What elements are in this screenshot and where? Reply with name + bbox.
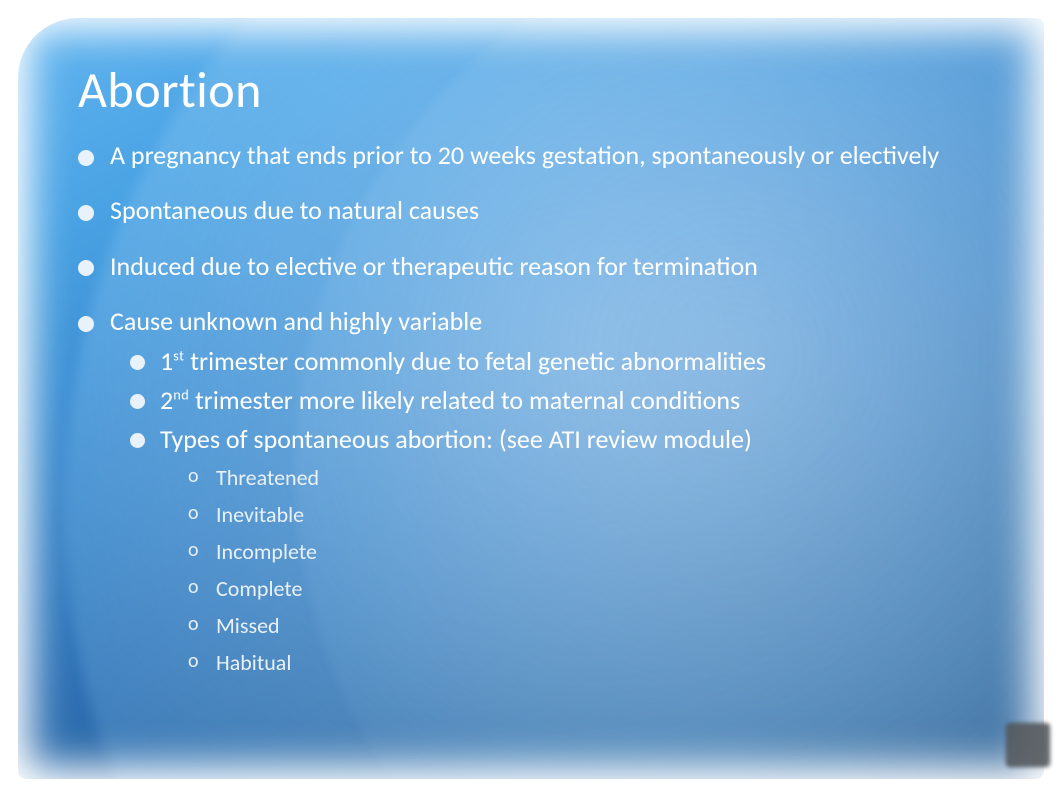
slide-canvas: Abortion A pregnancy that ends prior to … bbox=[0, 0, 1062, 797]
bullet-item: Cause unknown and highly variable 1st tr… bbox=[78, 305, 1004, 680]
bullet-text: Spontaneous due to natural causes bbox=[110, 194, 479, 226]
sub-bullet-item: 1st trimester commonly due to fetal gene… bbox=[130, 344, 1004, 379]
bullet-list-level1: A pregnancy that ends prior to 20 weeks … bbox=[78, 139, 1004, 679]
bullet-list-level2: 1st trimester commonly due to fetal gene… bbox=[130, 344, 1004, 679]
subsub-bullet-text: Habitual bbox=[216, 649, 291, 676]
bullet-item: Induced due to elective or therapeutic r… bbox=[78, 250, 1004, 283]
bullet-list-level3: Threatened Inevitable Incomplete Complet… bbox=[188, 461, 1004, 679]
sub-bullet-text: 1st trimester commonly due to fetal gene… bbox=[160, 345, 766, 377]
subsub-bullet-item: Missed bbox=[188, 609, 1004, 642]
sub-bullet-text: Types of spontaneous abortion: (see ATI … bbox=[160, 423, 752, 455]
subsub-bullet-text: Complete bbox=[216, 575, 302, 602]
sub-bullet-item: Types of spontaneous abortion: (see ATI … bbox=[130, 422, 1004, 679]
subsub-bullet-text: Threatened bbox=[216, 464, 319, 491]
bullet-text: Induced due to elective or therapeutic r… bbox=[110, 250, 758, 282]
subsub-bullet-item: Complete bbox=[188, 572, 1004, 605]
slide-content: Abortion A pregnancy that ends prior to … bbox=[18, 18, 1044, 731]
subsub-bullet-item: Threatened bbox=[188, 461, 1004, 494]
slide-title: Abortion bbox=[78, 60, 1004, 121]
bullet-item: Spontaneous due to natural causes bbox=[78, 194, 1004, 227]
sub-bullet-item: 2nd trimester more likely related to mat… bbox=[130, 383, 1004, 418]
subsub-bullet-item: Habitual bbox=[188, 646, 1004, 679]
subsub-bullet-text: Incomplete bbox=[216, 538, 317, 565]
bullet-item: A pregnancy that ends prior to 20 weeks … bbox=[78, 139, 1004, 172]
slide-background: Abortion A pregnancy that ends prior to … bbox=[18, 18, 1044, 779]
subsub-bullet-item: Incomplete bbox=[188, 535, 1004, 568]
bullet-text: A pregnancy that ends prior to 20 weeks … bbox=[110, 139, 939, 171]
subsub-bullet-text: Inevitable bbox=[216, 501, 304, 528]
subsub-bullet-text: Missed bbox=[216, 612, 280, 639]
corner-thumbnail-placeholder bbox=[1006, 723, 1050, 767]
sub-bullet-text: 2nd trimester more likely related to mat… bbox=[160, 384, 740, 416]
bullet-text: Cause unknown and highly variable bbox=[110, 305, 482, 337]
subsub-bullet-item: Inevitable bbox=[188, 498, 1004, 531]
